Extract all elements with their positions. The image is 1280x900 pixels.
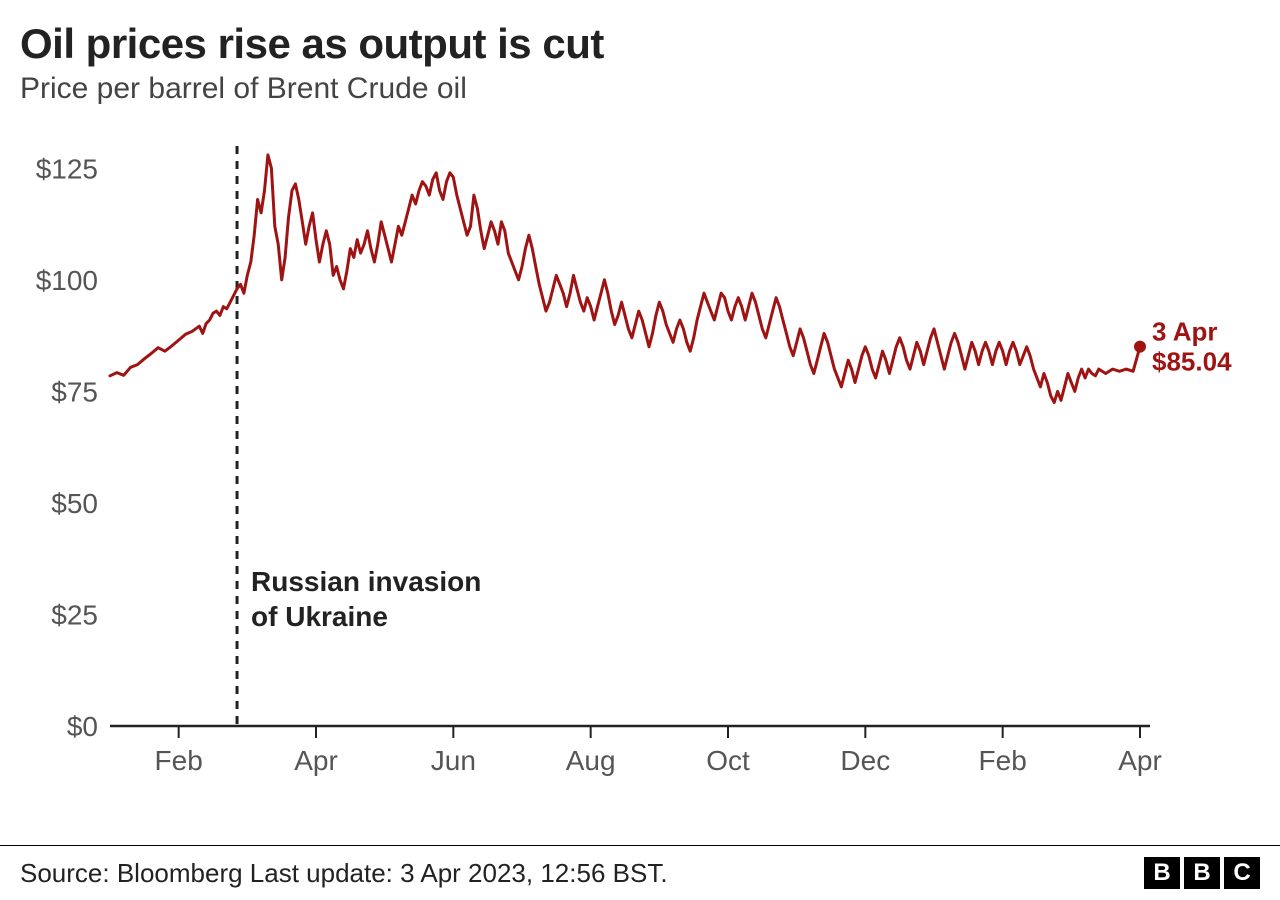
x-axis-label: Jun [431, 745, 476, 776]
y-axis-label: $75 [51, 376, 98, 407]
x-axis-label: Apr [1118, 745, 1162, 776]
x-axis-label: Apr [294, 745, 338, 776]
y-axis-label: $25 [51, 599, 98, 630]
bbc-logo-letter: B [1184, 857, 1220, 889]
chart-plot-area: $0 $25 $50 $75 $100 $125 Feb Apr Jun Aug Oct Dec Feb… [20, 136, 1260, 796]
price-line [110, 155, 1140, 403]
annotation-label: of Ukraine [251, 601, 388, 632]
source-label: Source: Bloomberg Last update: 3 Apr 202… [20, 858, 668, 889]
y-axis-label: $50 [51, 488, 98, 519]
end-point-label: 3 Apr [1152, 317, 1218, 347]
end-point-label: $85.04 [1152, 347, 1232, 377]
y-axis-label: $0 [67, 711, 98, 742]
x-axis-label: Feb [979, 745, 1027, 776]
bbc-logo: B B C [1144, 857, 1260, 889]
x-axis-label: Feb [155, 745, 203, 776]
chart-footer: Source: Bloomberg Last update: 3 Apr 202… [0, 845, 1280, 900]
chart-title: Oil prices rise as output is cut [20, 20, 1260, 68]
line-chart-svg: $0 $25 $50 $75 $100 $125 Feb Apr Jun Aug Oct Dec Feb… [20, 136, 1260, 796]
bbc-logo-letter: B [1144, 857, 1180, 889]
bbc-logo-letter: C [1224, 857, 1260, 889]
chart-subtitle: Price per barrel of Brent Crude oil [20, 72, 1260, 106]
y-axis-label: $100 [36, 265, 98, 296]
chart-container: Oil prices rise as output is cut Price p… [0, 0, 1280, 900]
x-axis-label: Dec [840, 745, 890, 776]
y-axis-label: $125 [36, 153, 98, 184]
x-axis-label: Oct [706, 745, 750, 776]
x-axis-label: Aug [566, 745, 616, 776]
end-point-marker [1134, 341, 1146, 353]
annotation-label: Russian invasion [251, 566, 481, 597]
